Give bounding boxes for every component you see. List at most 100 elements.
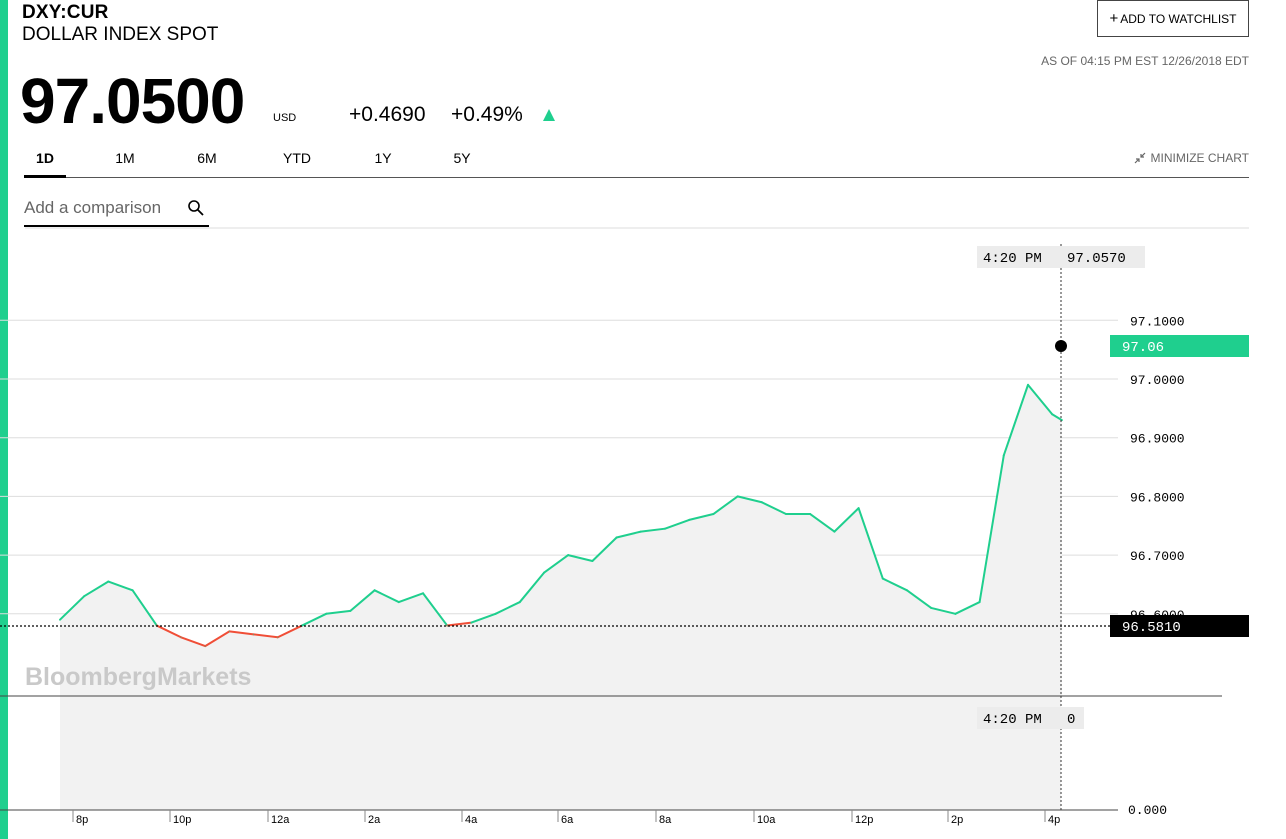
series-segment — [422, 592, 449, 627]
series-segment — [688, 513, 715, 521]
series-segment — [833, 507, 860, 533]
data-point — [543, 572, 545, 574]
data-point — [882, 578, 884, 580]
data-point — [785, 513, 787, 515]
series-segment — [1051, 413, 1063, 422]
series-segment — [228, 630, 255, 636]
data-point — [519, 601, 521, 603]
series-segment — [494, 601, 521, 615]
y-tick-label: 96.9000 — [1130, 432, 1185, 447]
series-segment — [639, 527, 666, 533]
data-point — [349, 610, 351, 612]
security-name: DOLLAR INDEX SPOT — [22, 24, 219, 45]
data-point — [930, 607, 932, 609]
cursor-volume-box — [977, 707, 1084, 729]
comparison-search — [24, 190, 209, 227]
comparison-input[interactable] — [24, 197, 174, 218]
series-segment — [543, 554, 570, 574]
series-segment — [349, 589, 376, 612]
series-segment — [204, 630, 231, 648]
tab-1y[interactable]: 1Y — [374, 150, 392, 166]
data-point — [954, 613, 956, 615]
series-segment — [155, 624, 182, 639]
as-of-timestamp: AS OF 04:15 PM EST 12/26/2018 EDT — [1041, 54, 1249, 68]
data-point — [833, 531, 835, 533]
timeframe-tabs: 1D 1M 6M YTD 1Y 5Y — [24, 150, 1249, 178]
previous-close-label: 96.5810 — [1122, 620, 1181, 636]
data-point — [446, 625, 448, 627]
data-point — [906, 589, 908, 591]
series-segment — [615, 530, 642, 539]
data-point — [132, 589, 134, 591]
watchlist-label: ADD TO WATCHLIST — [1120, 11, 1237, 26]
data-point — [567, 554, 569, 556]
x-tick-label: 10p — [173, 814, 191, 826]
minimize-icon — [1134, 152, 1145, 164]
tab-5y[interactable]: 5Y — [453, 150, 471, 166]
accent-bar — [0, 0, 8, 839]
data-point — [640, 531, 642, 533]
minimize-chart-button[interactable]: MINIMIZE CHART — [1134, 151, 1249, 165]
cursor-price: 97.0570 — [1067, 251, 1126, 267]
data-point — [809, 513, 811, 515]
cursor-time: 4:20 PM — [983, 251, 1042, 267]
tab-1m[interactable]: 1M — [115, 150, 135, 166]
series-segment — [1002, 383, 1029, 457]
data-point — [253, 633, 255, 635]
tab-1d[interactable]: 1D — [24, 150, 66, 178]
series-segment — [131, 589, 158, 627]
data-point — [204, 645, 206, 647]
data-point — [422, 592, 424, 594]
ticker-symbol: DXY:CUR — [22, 2, 109, 23]
x-tick-label: 8p — [76, 814, 88, 826]
volume-area — [60, 696, 1061, 810]
series-segment — [857, 507, 884, 580]
tab-6m[interactable]: 6M — [197, 150, 217, 166]
series-segment — [107, 580, 134, 592]
x-tick-label: 8a — [659, 814, 672, 826]
data-point — [591, 560, 593, 562]
up-arrow-icon — [543, 109, 555, 121]
data-point — [712, 513, 714, 515]
series-segment — [881, 577, 908, 592]
series-segment — [373, 589, 400, 604]
plus-icon: + — [1109, 10, 1119, 27]
data-point — [664, 528, 666, 530]
data-point — [737, 495, 739, 497]
currency-label: USD — [273, 112, 297, 124]
series-segment — [276, 624, 303, 639]
search-icon[interactable] — [187, 199, 205, 217]
series-segment — [567, 554, 594, 562]
data-point — [59, 619, 61, 621]
data-point — [688, 519, 690, 521]
price-line — [59, 383, 1063, 648]
series-segment — [252, 633, 279, 639]
tab-ytd[interactable]: YTD — [283, 150, 311, 166]
add-to-watchlist-button[interactable]: + ADD TO WATCHLIST — [1097, 0, 1249, 37]
x-axis-ticks: 8p 10p 12a 2a 4a 6a 8a 10a 12p 2p 4p — [72, 810, 1060, 826]
series-segment — [760, 501, 787, 516]
current-value-badge — [1110, 335, 1249, 357]
data-point — [325, 613, 327, 615]
series-segment — [397, 592, 424, 604]
series-segment — [180, 636, 207, 648]
data-point — [107, 581, 109, 583]
series-segment — [978, 454, 1005, 604]
data-point — [180, 636, 182, 638]
x-tick-label: 2p — [951, 814, 963, 826]
series-segment — [518, 571, 545, 604]
data-point — [495, 613, 497, 615]
data-point — [398, 601, 400, 603]
cursor-volume: 0 — [1067, 712, 1075, 728]
series-segment — [301, 612, 328, 627]
series-segment — [906, 589, 933, 609]
minimize-chart-label: MINIMIZE CHART — [1150, 151, 1249, 165]
data-point — [1061, 419, 1063, 421]
crosshair-dot — [1055, 340, 1067, 352]
series-segment — [954, 601, 981, 615]
data-point — [1051, 413, 1053, 415]
series-segment — [83, 580, 110, 598]
price-change: +0.4690 — [349, 103, 426, 126]
x-tick-label: 12a — [271, 814, 290, 826]
